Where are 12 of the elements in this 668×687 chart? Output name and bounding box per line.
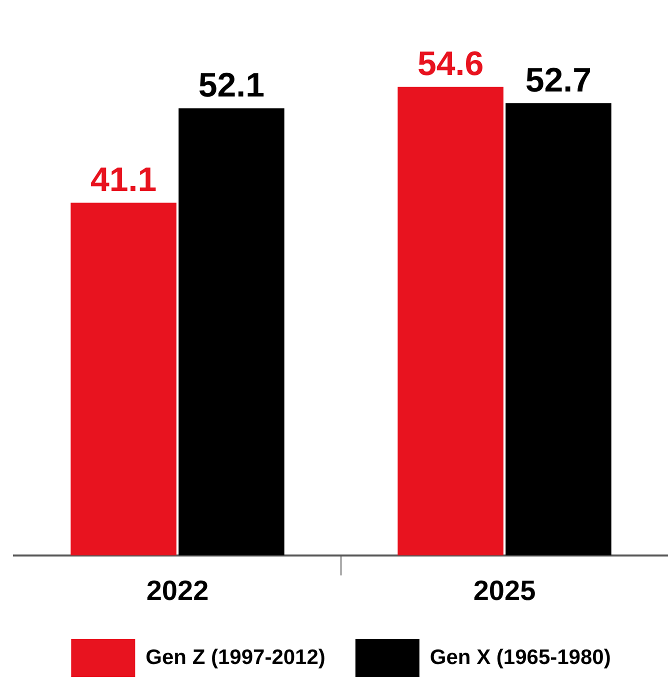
bar (70, 202, 176, 556)
bar (178, 108, 284, 556)
data-label: 54.6 (417, 45, 484, 84)
legend-label: Gen Z (1997-2012) (146, 646, 326, 669)
bar (398, 86, 504, 556)
x-tick-label: 2022 (146, 574, 209, 606)
data-label: 52.7 (525, 62, 592, 100)
data-label: 52.1 (198, 66, 265, 105)
bar (506, 103, 612, 556)
data-label: 41.1 (90, 161, 157, 200)
legend-label: Gen X (1965-1980) (430, 646, 611, 669)
x-tick-label: 2025 (473, 574, 536, 606)
